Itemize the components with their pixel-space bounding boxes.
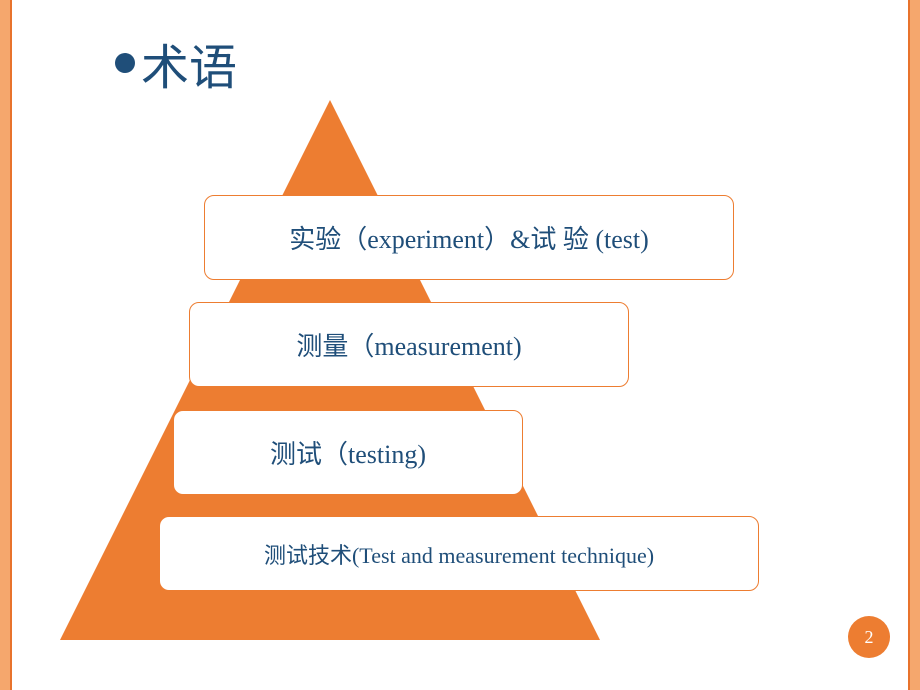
term-box-2: 测量（measurement) bbox=[189, 302, 629, 387]
term-box-4-label: 测试技术(Test and measurement technique) bbox=[264, 538, 654, 570]
term-box-3-label: 测试（testing) bbox=[270, 434, 426, 471]
bullet-icon bbox=[115, 53, 135, 73]
right-border bbox=[908, 0, 920, 690]
term-box-2-label: 测量（measurement) bbox=[296, 326, 521, 363]
page-number: 2 bbox=[865, 627, 874, 648]
left-border bbox=[0, 0, 12, 690]
page-title: 术语 bbox=[141, 28, 237, 98]
term-box-3: 测试（testing) bbox=[173, 410, 523, 495]
term-box-1: 实验（experiment）&试 验 (test) bbox=[204, 195, 734, 280]
term-box-4: 测试技术(Test and measurement technique) bbox=[159, 516, 759, 591]
page-number-badge: 2 bbox=[848, 616, 890, 658]
title-container: 术语 bbox=[115, 28, 237, 98]
term-box-1-label: 实验（experiment）&试 验 (test) bbox=[289, 219, 649, 256]
